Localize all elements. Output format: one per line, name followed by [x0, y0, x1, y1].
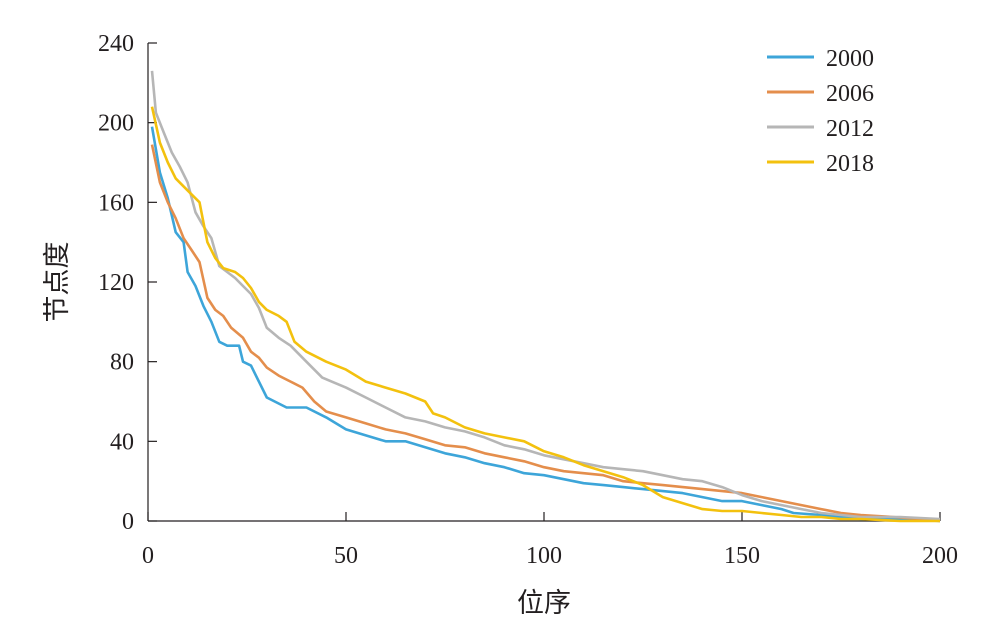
x-tick-label: 0 [142, 543, 154, 569]
y-tick-label: 80 [110, 350, 134, 376]
legend-label: 2000 [826, 46, 874, 72]
series-line-2000 [150, 126, 941, 523]
x-axis-title: 位序 [517, 588, 571, 619]
y-tick-label: 240 [98, 31, 134, 57]
axes [147, 43, 940, 522]
series-line-2018 [150, 106, 940, 523]
legend-label: 2006 [826, 81, 874, 107]
series-lines [150, 70, 941, 523]
series-line-2012 [150, 70, 941, 521]
series-line-2006 [150, 144, 941, 523]
x-axis-ticks: 0 50 100 150 200 [142, 512, 958, 569]
x-tick-label: 100 [526, 543, 562, 569]
x-tick-label: 150 [724, 543, 760, 569]
legend: 2000 2006 2012 2018 [767, 46, 874, 177]
y-tick-label: 40 [110, 429, 134, 455]
y-tick-label: 120 [98, 270, 134, 296]
y-tick-label: 0 [122, 509, 134, 535]
legend-label: 2012 [826, 116, 874, 142]
y-axis-ticks: 0 40 80 120 160 200 240 [98, 31, 157, 535]
y-tick-label: 200 [98, 111, 134, 137]
y-axis-title: 节点度 [42, 242, 73, 323]
y-tick-label: 160 [98, 190, 134, 216]
legend-label: 2018 [826, 151, 874, 177]
x-tick-label: 200 [922, 543, 958, 569]
x-tick-label: 50 [334, 543, 358, 569]
